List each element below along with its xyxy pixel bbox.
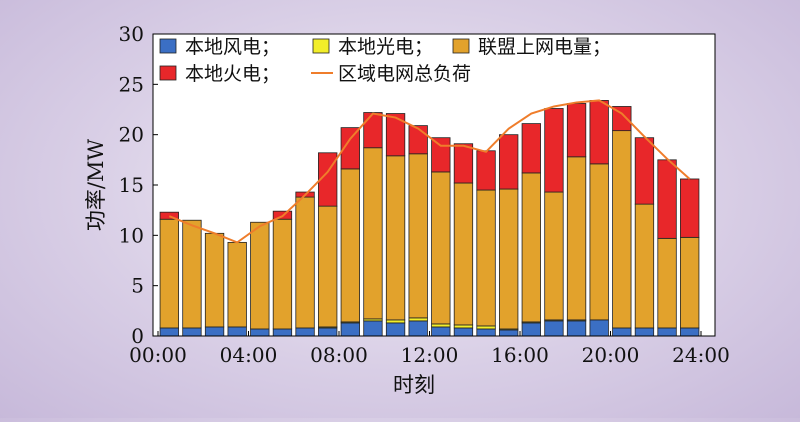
- bar-1-10: [363, 320, 383, 337]
- bar-1-6: [272, 328, 293, 337]
- y-tick-label: 5: [131, 274, 144, 298]
- x-tick-label: 16:00: [491, 343, 549, 367]
- bar-3-11: [385, 155, 406, 321]
- bar-4-17: [521, 123, 541, 174]
- bar-3-15: [476, 189, 496, 327]
- legend-label-3: 联盟上网电量；: [478, 36, 611, 58]
- bar-4-13: [431, 137, 451, 173]
- legend-label-1: 本地风电；: [185, 36, 280, 58]
- bar-1-15: [476, 328, 496, 337]
- bar-4-16: [499, 134, 519, 190]
- bar-3-3: [204, 232, 225, 328]
- x-tick-label: 12:00: [401, 343, 459, 367]
- bar-1-17: [521, 322, 541, 337]
- bar-4-15: [476, 150, 496, 191]
- bar-2-13: [431, 323, 451, 328]
- legend-swatch-3: [452, 38, 470, 54]
- load-line: [168, 99, 691, 244]
- bar-4-24: [680, 178, 700, 238]
- bar-3-19: [566, 156, 587, 321]
- bar-1-20: [589, 319, 609, 337]
- bar-3-5: [250, 221, 270, 330]
- bar-3-7: [295, 196, 315, 329]
- bar-3-12: [408, 153, 428, 319]
- bar-3-13: [431, 171, 451, 325]
- bar-4-23: [657, 159, 677, 239]
- legend-label-2: 本地光电；: [338, 36, 433, 58]
- bar-1-9: [340, 322, 360, 337]
- legend-label-4: 本地火电；: [185, 63, 280, 85]
- bar-4-19: [566, 103, 587, 158]
- x-tick-label: 08:00: [310, 343, 368, 367]
- y-tick-label: 0: [131, 324, 144, 348]
- bar-1-19: [566, 320, 587, 337]
- y-tick-label: 30: [119, 22, 144, 46]
- bar-2-11: [385, 319, 406, 324]
- bar-4-22: [634, 137, 655, 205]
- bar-4-20: [589, 100, 609, 165]
- bar-3-6: [272, 218, 293, 330]
- bar-1-14: [453, 327, 474, 337]
- bar-3-21: [612, 130, 632, 329]
- bar-1-12: [408, 320, 428, 337]
- x-tick-label: 20:00: [582, 343, 640, 367]
- x-tick-label: 04:00: [220, 343, 278, 367]
- bar-1-18: [544, 320, 564, 337]
- bar-3-22: [634, 203, 655, 329]
- bar-1-8: [318, 327, 338, 337]
- x-tick-label: 24:00: [672, 343, 730, 367]
- y-tick-label: 20: [119, 123, 144, 147]
- legend-label-5: 区域电网总负荷: [338, 63, 471, 85]
- bar-1-21: [612, 327, 632, 337]
- bar-3-20: [589, 163, 609, 321]
- legend-swatch-2: [312, 38, 330, 54]
- bar-1-7: [295, 327, 315, 337]
- legend-swatch-1: [159, 38, 177, 54]
- y-tick-label: 15: [119, 173, 144, 197]
- bar-4-9: [340, 127, 360, 170]
- bar-4-10: [363, 112, 383, 149]
- bar-3-23: [657, 237, 677, 329]
- bar-3-8: [318, 205, 338, 328]
- bar-1-4: [227, 326, 247, 337]
- bar-1-1: [159, 327, 179, 337]
- bar-4-11: [385, 113, 406, 157]
- bar-1-16: [499, 329, 519, 337]
- y-tick-label: 25: [119, 72, 144, 96]
- bar-2-14: [453, 324, 474, 329]
- bar-3-1: [159, 218, 179, 329]
- bar-4-18: [544, 108, 564, 193]
- bar-2-15: [476, 325, 496, 330]
- bar-3-16: [499, 188, 519, 330]
- bar-1-23: [657, 327, 677, 337]
- bar-1-13: [431, 326, 451, 337]
- bar-3-24: [680, 236, 700, 329]
- bar-1-24: [680, 327, 700, 337]
- bar-1-2: [182, 327, 202, 337]
- legend-swatch-4: [159, 65, 177, 81]
- bar-1-3: [204, 326, 225, 337]
- bar-3-4: [227, 241, 247, 328]
- bar-4-14: [453, 143, 474, 184]
- x-tick-label: 00:00: [129, 343, 187, 367]
- bar-1-5: [250, 328, 270, 337]
- y-axis-title: 功率/MW: [84, 139, 108, 232]
- bar-4-1: [159, 211, 179, 220]
- bar-1-22: [634, 327, 655, 337]
- bar-3-2: [182, 219, 202, 329]
- bar-1-11: [385, 322, 406, 337]
- bar-3-9: [340, 168, 360, 323]
- bar-3-18: [544, 191, 564, 321]
- bar-3-17: [521, 172, 541, 323]
- y-tick-label: 10: [119, 223, 144, 247]
- bar-3-14: [453, 182, 474, 326]
- bar-2-12: [408, 317, 428, 322]
- bar-3-10: [363, 147, 383, 320]
- bar-4-21: [612, 106, 632, 132]
- x-axis-title: 时刻: [393, 373, 435, 397]
